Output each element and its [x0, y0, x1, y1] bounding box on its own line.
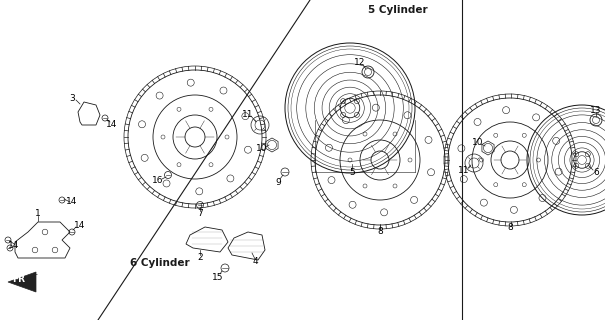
Text: 16: 16: [152, 175, 164, 185]
Text: 6 Cylinder: 6 Cylinder: [130, 258, 190, 268]
Text: 15: 15: [212, 273, 224, 282]
Text: 10: 10: [257, 143, 268, 153]
Text: FR: FR: [12, 275, 25, 284]
Text: 1: 1: [35, 210, 41, 219]
Text: 8: 8: [507, 223, 513, 233]
Text: 7: 7: [197, 209, 203, 218]
Text: 4: 4: [252, 258, 258, 267]
Text: 14: 14: [74, 220, 86, 229]
Text: 14: 14: [106, 119, 118, 129]
Polygon shape: [8, 272, 36, 292]
Text: 14: 14: [67, 197, 77, 206]
Text: 5 Cylinder: 5 Cylinder: [368, 5, 428, 15]
Text: .: .: [35, 267, 39, 277]
Text: 13: 13: [590, 106, 602, 115]
Text: 5: 5: [349, 167, 355, 177]
Text: 9: 9: [275, 178, 281, 187]
Text: 14: 14: [8, 242, 20, 251]
Text: 6: 6: [593, 167, 599, 177]
Text: 3: 3: [69, 93, 75, 102]
Text: 8: 8: [377, 228, 383, 236]
Text: 11: 11: [458, 165, 469, 174]
Text: 11: 11: [242, 109, 253, 118]
Text: 10: 10: [473, 138, 484, 147]
Text: 2: 2: [197, 253, 203, 262]
Text: 12: 12: [355, 58, 365, 67]
